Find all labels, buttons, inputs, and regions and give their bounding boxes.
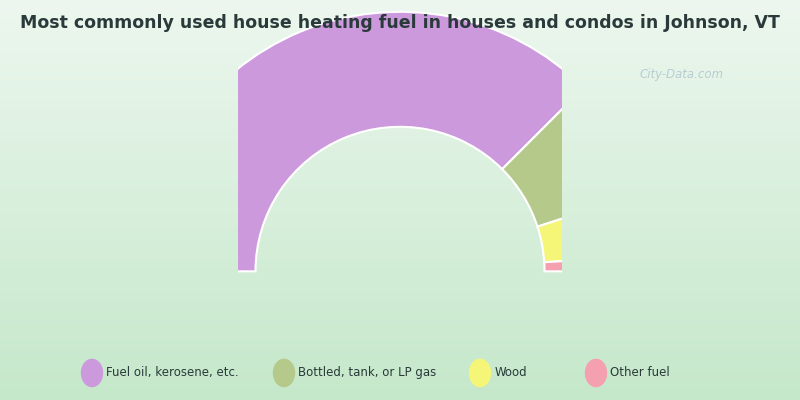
- Ellipse shape: [585, 359, 607, 387]
- Text: Wood: Wood: [494, 366, 527, 380]
- Wedge shape: [141, 12, 583, 271]
- Text: Most commonly used house heating fuel in houses and condos in Johnson, VT: Most commonly used house heating fuel in…: [20, 14, 780, 32]
- Text: Bottled, tank, or LP gas: Bottled, tank, or LP gas: [298, 366, 437, 380]
- Text: Fuel oil, kerosene, etc.: Fuel oil, kerosene, etc.: [106, 366, 239, 380]
- Ellipse shape: [469, 359, 491, 387]
- Wedge shape: [502, 88, 647, 227]
- Ellipse shape: [81, 359, 103, 387]
- Wedge shape: [544, 255, 659, 271]
- Text: City-Data.com: City-Data.com: [640, 68, 724, 81]
- Wedge shape: [538, 191, 659, 262]
- Text: Other fuel: Other fuel: [610, 366, 670, 380]
- Ellipse shape: [273, 359, 295, 387]
